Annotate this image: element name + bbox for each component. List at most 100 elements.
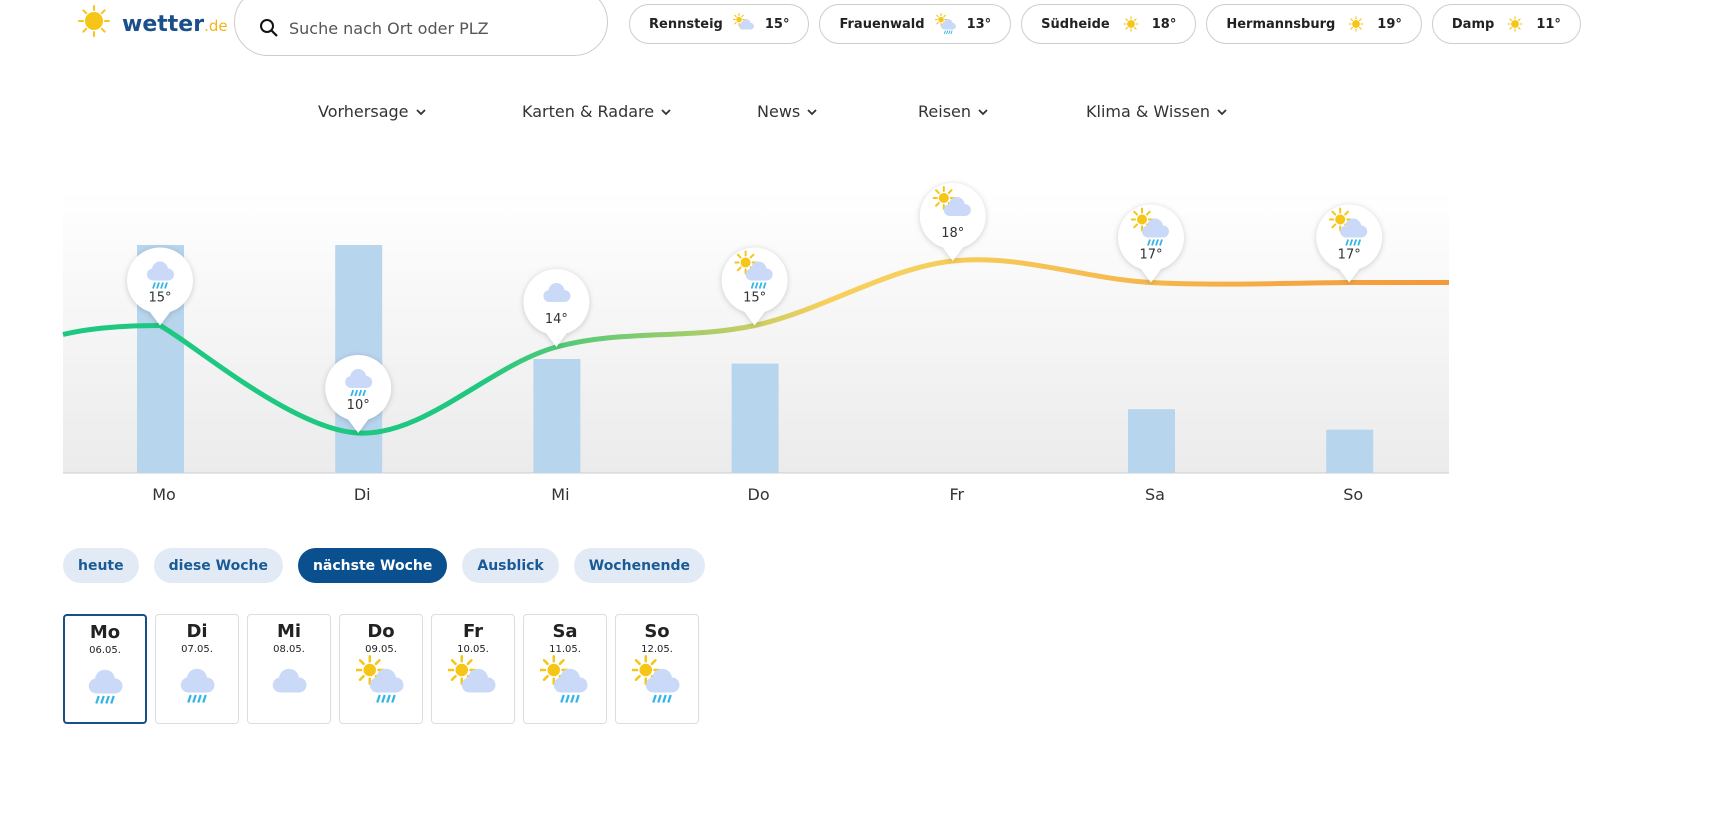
cloud-part (351, 380, 367, 388)
location-chip[interactable]: Südheide 18° (1021, 4, 1197, 44)
sun-ray (634, 659, 641, 666)
sun-ray (82, 9, 88, 15)
day-tile[interactable]: Mo 06.05. (63, 614, 147, 724)
tab[interactable]: diese Woche (153, 548, 283, 583)
sun-ray (1125, 26, 1128, 30)
location-temp: 13° (966, 16, 992, 32)
rain-drop (197, 694, 202, 703)
tile-day: Do (367, 621, 395, 642)
tile-day: Di (186, 621, 208, 642)
tile-date: 06.05. (89, 645, 121, 656)
day-tile[interactable]: Mi 08.05. (247, 614, 331, 724)
sun-ray (1509, 26, 1513, 30)
nav-label: Vorhersage (318, 102, 409, 121)
marker-pin (1337, 266, 1362, 283)
tile-date: 09.05. (365, 644, 397, 655)
rain-drop (152, 282, 156, 289)
rain-drop (381, 694, 386, 703)
logo-icon (74, 1, 114, 47)
tab[interactable]: Wochenende (573, 548, 706, 583)
sun-ray (736, 266, 742, 272)
sun-ray (100, 9, 106, 15)
icon-holder (807, 108, 817, 115)
location-temp: 15° (764, 16, 790, 32)
weather-icon (345, 369, 373, 397)
tile-date: 07.05. (181, 644, 213, 655)
temperature-label: 17° (1338, 248, 1361, 263)
weather-icon (1507, 16, 1524, 32)
temperature-label: 15° (743, 291, 766, 306)
precipitation-bar (731, 363, 779, 473)
cloud-part (549, 294, 565, 302)
nav-label: News (757, 102, 801, 121)
precipitation-bar (533, 359, 581, 473)
rain-drop (1345, 239, 1350, 246)
marker-pin (148, 309, 172, 326)
icon-holder (356, 655, 404, 703)
tab[interactable]: Ausblick (462, 548, 559, 583)
chevron (661, 108, 671, 115)
sun-ray (734, 14, 737, 18)
nav-item[interactable]: News (757, 102, 818, 121)
sun-ray (450, 674, 457, 681)
tile-day: Mo (89, 622, 121, 643)
day-tile[interactable]: Di 07.05. (155, 614, 239, 724)
rain-drop (192, 694, 197, 703)
cloud-part (751, 272, 767, 281)
nav-item[interactable]: Klima & Wissen (1086, 102, 1228, 121)
sun-ray (947, 189, 953, 195)
sun-core (455, 663, 468, 677)
icon-holder (448, 655, 496, 693)
location-chip[interactable]: Rennsteig 15° (629, 4, 810, 44)
location-temp: 18° (1151, 16, 1177, 32)
rain-drop (657, 694, 662, 703)
day-tile[interactable]: Do 09.05. (339, 614, 423, 724)
logo[interactable]: wetter.de (74, 4, 228, 44)
tile-day: Sa (552, 621, 578, 642)
search-box[interactable]: Suche nach Ort oder PLZ (234, 0, 608, 56)
rain-drop (362, 389, 367, 397)
sun-core (1126, 20, 1135, 28)
day-tile[interactable]: Fr 10.05. (431, 614, 515, 724)
nav-item[interactable]: Karten & Radare (522, 102, 672, 121)
rain-drop (762, 282, 767, 289)
sun-ray (650, 659, 657, 666)
marker-pin (346, 417, 371, 433)
rain-drop (187, 694, 192, 703)
weather-icon (448, 655, 496, 693)
sun-core (639, 663, 652, 677)
location-chip[interactable]: Frauenwald 13° (819, 4, 1012, 44)
sun-ray (542, 674, 549, 681)
icon-holder (78, 5, 110, 37)
sun-ray (942, 14, 946, 18)
day-tile[interactable]: So 12.05. (615, 614, 699, 724)
icon-holder (1348, 16, 1364, 32)
location-name: Damp (1451, 16, 1495, 32)
cloud-part (949, 208, 965, 216)
day-tile[interactable]: Sa 11.05. (523, 614, 607, 724)
icon-holder (661, 108, 671, 115)
rain-drop (156, 282, 160, 289)
sun-ray (100, 27, 106, 33)
tab[interactable]: nächste Woche (297, 548, 448, 583)
tile-day: Fr (462, 621, 484, 642)
rain-drop (565, 694, 570, 703)
nav-item[interactable]: Reisen (918, 102, 989, 121)
sun-core (736, 16, 742, 23)
marker-pin (742, 309, 767, 326)
location-chip[interactable]: Damp 11° (1431, 4, 1581, 44)
temperature-line (157, 257, 1352, 436)
location-name: Hermannsburg (1226, 16, 1336, 32)
sun-core (1511, 20, 1520, 28)
weather-icon (1348, 16, 1364, 32)
nav-item[interactable]: Vorhersage (318, 102, 427, 121)
icon-holder (88, 669, 123, 704)
icon-holder (732, 13, 754, 30)
day-tiles: Mo 06.05. Di 07.05. Mi 08.05. Do 09.05. Fr 10.05.… (63, 614, 699, 724)
sun-core (938, 193, 949, 203)
cloud-part (1148, 229, 1163, 238)
day-label: Do (748, 485, 770, 504)
day-label: Mo (152, 485, 176, 504)
location-chip[interactable]: Hermannsburg 19° (1206, 4, 1422, 44)
tab[interactable]: heute (63, 548, 139, 583)
